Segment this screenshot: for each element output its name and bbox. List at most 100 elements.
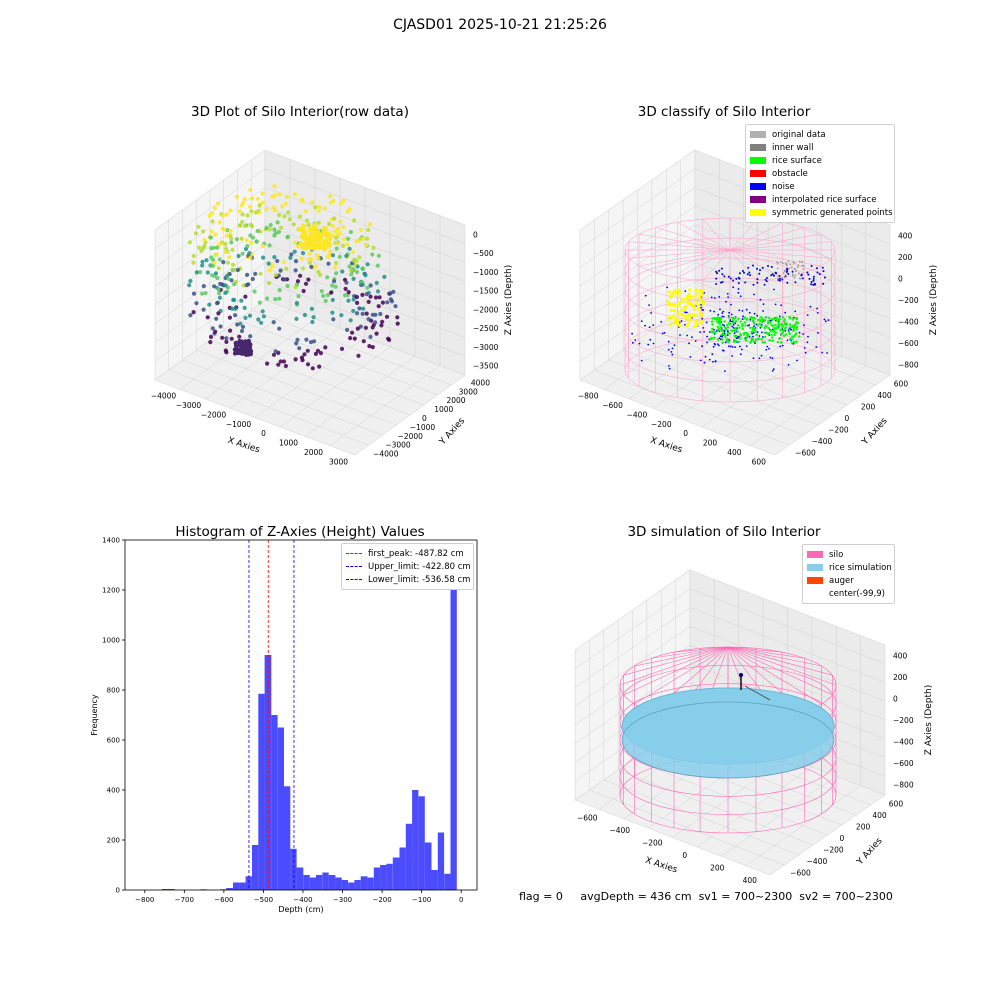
- symmetric-point: [700, 293, 704, 297]
- data-point: [277, 288, 282, 293]
- symmetric-point: [667, 303, 671, 307]
- legend-label: interpolated rice surface: [772, 194, 877, 205]
- legend-swatch: [750, 144, 766, 151]
- rice-surface-point: [719, 326, 723, 329]
- noise-point: [667, 340, 670, 343]
- original-point: [793, 277, 796, 279]
- data-point: [271, 320, 276, 325]
- noise-point: [812, 279, 815, 282]
- rice-surface-point: [776, 325, 779, 328]
- data-point: [308, 340, 314, 345]
- data-point: [217, 295, 223, 300]
- rice-surface-point: [711, 320, 714, 323]
- data-point: [351, 258, 356, 263]
- legend-swatch: [750, 209, 766, 216]
- noise-point: [727, 330, 729, 332]
- noise-point: [821, 351, 824, 354]
- data-point: [267, 281, 272, 286]
- y-tick-label: 1000: [102, 637, 120, 645]
- noise-point: [724, 370, 726, 372]
- rice-surface-point: [723, 320, 726, 323]
- rice-surface-point: [736, 324, 740, 327]
- noise-point: [798, 331, 801, 334]
- data-point: [282, 259, 287, 264]
- data-point: [225, 233, 230, 239]
- data-point: [267, 227, 272, 232]
- data-point: [325, 235, 331, 241]
- noise-point: [711, 353, 714, 356]
- legend-swatch: [750, 196, 766, 203]
- noise-point: [771, 273, 774, 276]
- noise-point: [823, 276, 826, 279]
- noise-point: [741, 270, 744, 272]
- data-point: [234, 237, 239, 242]
- data-point: [304, 337, 309, 342]
- data-point: [297, 214, 302, 219]
- original-point: [788, 267, 791, 270]
- noise-point: [759, 298, 762, 301]
- noise-point: [702, 327, 705, 329]
- status-line: flag = 0 avgDepth = 436 cm sv1 = 700~230…: [519, 890, 893, 903]
- data-point: [321, 293, 326, 298]
- rice-surface-point: [726, 338, 729, 341]
- data-point: [292, 249, 297, 254]
- original-point: [784, 262, 787, 264]
- rice-surface-point: [726, 323, 729, 327]
- legend-label: rice surface: [772, 155, 822, 166]
- rice-surface-point: [749, 340, 753, 343]
- noise-point: [699, 359, 702, 362]
- noise-point: [748, 335, 751, 338]
- legend-label: original data: [772, 129, 826, 140]
- noise-point: [649, 338, 652, 341]
- data-point: [345, 242, 350, 247]
- z-tick-label: −2500: [473, 324, 499, 333]
- data-point: [210, 219, 215, 224]
- noise-point: [721, 281, 724, 283]
- x-tick-label: −200: [642, 838, 663, 847]
- x-tick-label: −700: [175, 896, 194, 904]
- noise-point: [741, 348, 743, 351]
- data-point: [196, 224, 201, 229]
- rice-surface-point: [795, 328, 798, 331]
- noise-point: [715, 270, 718, 273]
- rice-surface-point: [721, 341, 724, 345]
- data-point: [191, 310, 196, 315]
- simulation-3d-plot: −600−400−20002004006004002000−200−400−60…: [574, 569, 934, 885]
- rice-surface-point: [763, 318, 766, 322]
- rice-surface-point: [798, 335, 801, 338]
- data-point: [375, 263, 380, 268]
- data-point: [304, 218, 310, 223]
- rice-surface-point: [795, 316, 798, 320]
- noise-point: [772, 368, 775, 371]
- data-point: [194, 301, 199, 306]
- symmetric-point: [677, 288, 681, 292]
- rice-surface-point: [724, 335, 727, 339]
- data-point: [272, 255, 277, 260]
- data-point: [257, 203, 262, 208]
- rice-surface-point: [753, 327, 756, 330]
- original-point: [792, 261, 795, 264]
- symmetric-point: [680, 300, 684, 304]
- y-tick-label: −400: [812, 437, 833, 446]
- noise-point: [767, 265, 769, 267]
- data-point: [212, 205, 217, 211]
- data-point: [216, 291, 222, 296]
- data-point: [386, 336, 391, 341]
- noise-point: [758, 335, 761, 337]
- data-point: [352, 218, 357, 223]
- data-point: [187, 283, 192, 288]
- x-axis-label: X Axies: [226, 436, 261, 456]
- data-point: [358, 324, 363, 329]
- noise-point: [716, 272, 719, 275]
- symmetric-point: [676, 293, 680, 297]
- rice-surface-point: [720, 329, 724, 332]
- symmetric-point: [676, 304, 680, 308]
- z-tick-label: −500: [473, 249, 494, 258]
- noise-point: [761, 331, 763, 334]
- data-point: [328, 194, 333, 199]
- noise-point: [719, 335, 722, 338]
- rice-surface-point: [761, 341, 764, 344]
- noise-point: [718, 344, 720, 347]
- data-point: [252, 289, 257, 294]
- data-point: [249, 240, 254, 245]
